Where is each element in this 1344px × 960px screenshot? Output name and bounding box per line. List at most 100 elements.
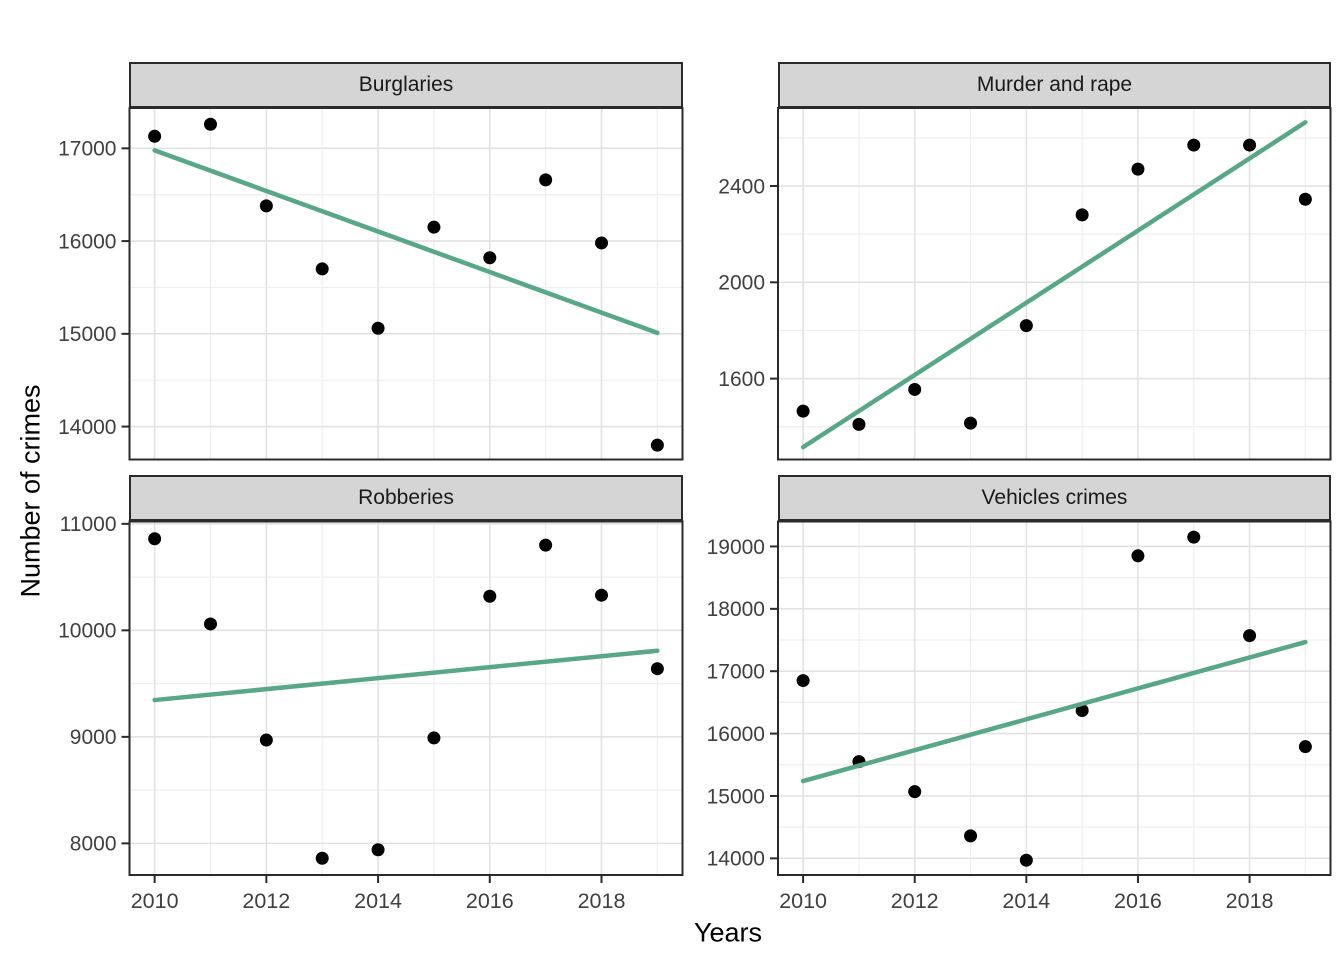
x-axis-ticks: 2010 2012 2014 2016 2018: [131, 875, 626, 913]
y-tick-label: 9000: [70, 726, 117, 749]
y-tick-label: 16000: [707, 723, 765, 746]
y-tick-label: 16000: [58, 230, 116, 253]
facet-strip-burglaries: Burglaries: [129, 62, 683, 108]
data-point: [539, 173, 553, 187]
gridlines: [778, 521, 1331, 875]
y-tick-label: 17000: [707, 661, 765, 684]
y-tick-label: 14000: [58, 416, 116, 439]
data-point: [1187, 530, 1201, 544]
x-tick-label: 2014: [1002, 889, 1050, 913]
scatter-points: [796, 530, 1312, 867]
facet-panel-0: 14000 15000 16000 17000: [58, 107, 684, 461]
data-point: [1075, 704, 1089, 718]
panel-background: [778, 521, 1331, 875]
y-tick-label: 2400: [718, 175, 765, 198]
data-point: [964, 416, 978, 430]
data-point: [595, 588, 609, 602]
data-point: [1131, 162, 1145, 176]
x-tick-label: 2012: [242, 889, 290, 913]
data-point: [315, 851, 329, 865]
data-point: [1187, 138, 1201, 152]
panel-border: [128, 107, 684, 461]
y-tick-label: 11000: [60, 513, 117, 536]
panel-background: [129, 108, 683, 460]
data-point: [259, 733, 273, 747]
y-tick-label: 10000: [58, 620, 116, 643]
x-tick-label: 2014: [354, 889, 402, 913]
y-axis-title: Number of crimes: [15, 384, 46, 598]
facet-strip-label: Vehicles crimes: [981, 486, 1128, 509]
trend-line: [800, 639, 1308, 784]
facet-strip-label: Robberies: [358, 486, 454, 509]
data-point: [796, 674, 810, 688]
x-tick-label: 2018: [1226, 889, 1274, 913]
y-axis-ticks: 1600 2000 2400: [718, 175, 778, 391]
data-point: [315, 262, 329, 276]
x-tick-label: 2016: [466, 889, 514, 913]
facet-strip-robberies: Robberies: [129, 475, 683, 521]
data-point: [1243, 629, 1257, 643]
scatter-points: [148, 532, 664, 865]
data-point: [595, 236, 609, 250]
data-point: [1298, 740, 1312, 754]
x-axis-title: Years: [693, 917, 763, 948]
y-axis-ticks: 14000 15000 16000 17000 18000 19000: [707, 536, 778, 871]
y-tick-label: 15000: [707, 785, 765, 808]
facet-strip-label: Burglaries: [358, 73, 454, 96]
data-point: [1131, 549, 1145, 563]
facet-strip-vehicles-crimes: Vehicles crimes: [778, 475, 1331, 521]
scatter-points: [148, 117, 664, 452]
data-point: [203, 617, 217, 631]
x-tick-label: 2018: [578, 889, 626, 913]
facet-panel-2: 8000 9000 10000 11000 2010 2012 2014 2016 2018: [58, 513, 684, 913]
data-point: [427, 731, 441, 745]
data-point: [483, 251, 497, 265]
data-point: [1243, 138, 1257, 152]
y-tick-label: 18000: [707, 598, 765, 621]
data-point: [964, 829, 978, 843]
data-point: [483, 589, 497, 603]
gridlines: [129, 521, 683, 875]
data-point: [796, 404, 810, 418]
x-axis-ticks: 2010 2012 2014 2016 2018: [779, 875, 1274, 913]
data-point: [908, 785, 922, 799]
facet-strip-label: Murder and rape: [976, 73, 1133, 96]
data-point: [1298, 192, 1312, 206]
y-tick-label: 15000: [58, 323, 116, 346]
data-point: [539, 538, 553, 552]
x-tick-label: 2010: [779, 889, 827, 913]
panel-border: [777, 107, 1332, 461]
x-tick-label: 2012: [891, 889, 939, 913]
y-tick-label: 19000: [707, 536, 765, 559]
y-tick-label: 1600: [718, 368, 765, 391]
data-point: [1019, 853, 1033, 867]
data-point: [1019, 319, 1033, 333]
y-tick-label: 2000: [718, 272, 765, 295]
y-axis-ticks: 14000 15000 16000 17000: [58, 138, 130, 439]
data-point: [852, 417, 866, 431]
data-point: [259, 199, 273, 213]
panel-background: [129, 521, 683, 875]
y-tick-label: 17000: [58, 138, 116, 161]
x-tick-label: 2010: [131, 889, 179, 913]
trend-line: [152, 148, 660, 336]
trend-line: [152, 648, 660, 703]
x-tick-label: 2016: [1114, 889, 1162, 913]
panel-border: [777, 520, 1332, 876]
y-tick-label: 8000: [70, 833, 117, 856]
data-point: [371, 321, 385, 335]
y-axis-ticks: 8000 9000 10000 11000: [58, 513, 130, 856]
panel-border: [128, 520, 684, 876]
scatter-points: [796, 138, 1312, 431]
facet-panel-1: 1600 2000 2400: [718, 107, 1332, 461]
data-point: [1075, 208, 1089, 222]
data-point: [650, 662, 664, 676]
data-point: [427, 220, 441, 234]
data-point: [908, 382, 922, 396]
data-point: [650, 438, 664, 452]
trend-line: [800, 120, 1308, 450]
data-point: [203, 117, 217, 131]
